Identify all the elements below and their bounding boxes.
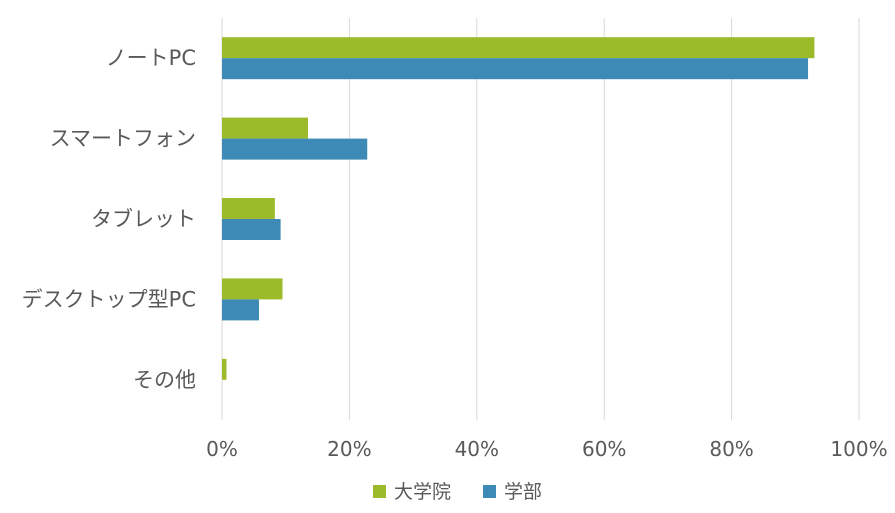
- x-tick-label: 40%: [455, 437, 499, 461]
- bar-graduate: [222, 358, 227, 380]
- category-label: タブレット: [91, 207, 196, 231]
- x-tick-label: 0%: [206, 437, 238, 461]
- legend: 大学院 学部: [373, 481, 542, 503]
- x-tick-label: 100%: [830, 437, 887, 461]
- bar-undergraduate: [222, 58, 809, 80]
- bar-graduate: [222, 278, 283, 300]
- category-label: スマートフォン: [50, 127, 196, 151]
- legend-label-undergraduate: 学部: [504, 481, 542, 503]
- bar-graduate: [222, 198, 275, 219]
- bars: [222, 37, 815, 380]
- bar-undergraduate: [222, 219, 281, 240]
- gridlines: [221, 18, 860, 420]
- category-label: その他: [133, 368, 196, 392]
- category-label: デスクトップ型PC: [22, 287, 196, 311]
- bar-undergraduate: [222, 299, 259, 321]
- bar-graduate: [222, 37, 815, 59]
- x-tick-label: 60%: [582, 437, 626, 461]
- x-tick-label: 80%: [709, 437, 753, 461]
- bar-undergraduate: [222, 138, 368, 160]
- x-tick-labels: 0% 20% 40% 60% 80% 100%: [206, 437, 887, 461]
- x-tick-label: 20%: [327, 437, 371, 461]
- bar-graduate: [222, 117, 308, 139]
- category-label: ノートPC: [106, 46, 196, 70]
- legend-label-graduate: 大学院: [394, 481, 451, 503]
- legend-swatch-graduate: [373, 485, 386, 498]
- legend-swatch-undergraduate: [483, 485, 496, 498]
